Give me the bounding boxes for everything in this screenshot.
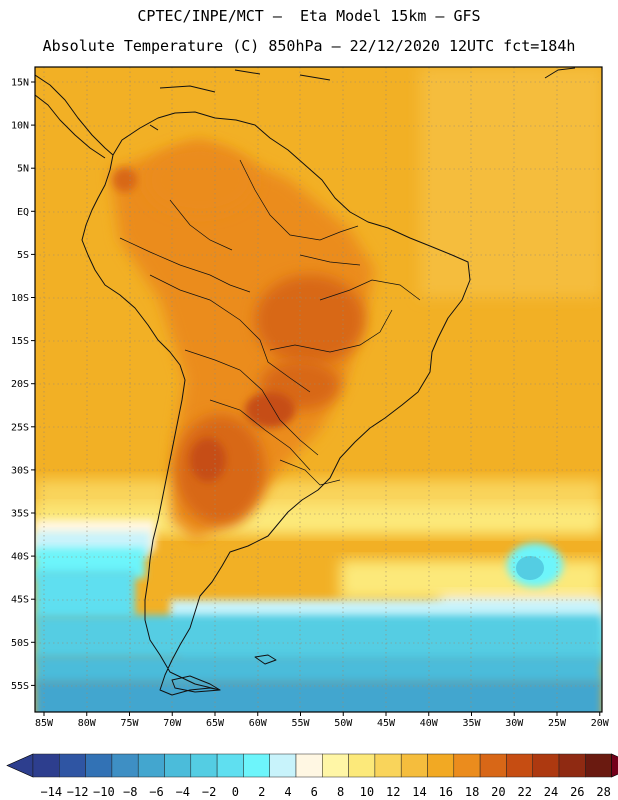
colorbar-label: 14	[412, 785, 426, 799]
lat-label: 10S	[11, 293, 29, 304]
colorbar-label: −12	[67, 785, 89, 799]
colorbar-swatch	[479, 753, 507, 778]
central-america-outline	[35, 74, 114, 159]
map-title: CPTEC/INPE/MCT – Eta Model 15km – GFS	[137, 7, 481, 25]
colorbar-swatch	[269, 753, 297, 778]
lat-label: 45S	[11, 595, 29, 606]
lon-label: 40W	[420, 718, 439, 729]
lon-label: 35W	[462, 718, 481, 729]
colorbar-label: 2	[258, 785, 265, 799]
temperature-field	[35, 67, 602, 712]
colorbar-swatch	[348, 753, 376, 778]
colorbar-swatch	[164, 753, 192, 778]
colorbar-swatch	[374, 753, 402, 778]
tierra-del-fuego	[171, 675, 221, 693]
colorbar-label: 8	[337, 785, 344, 799]
coastlines	[35, 67, 576, 696]
colorbar-swatch	[453, 753, 481, 778]
colorbar-label: 4	[284, 785, 291, 799]
longitude-axis: 85W 80W 75W 70W 65W 60W 55W 50W 45W 40W 35W 30W 25W 2…	[35, 712, 610, 729]
lon-label: 20W	[591, 718, 610, 729]
map-subtitle: Absolute Temperature (C) 850hPa – 22/12/…	[42, 37, 576, 55]
colorbar-swatch	[400, 753, 428, 778]
caribbean-islands	[149, 67, 576, 131]
colorbar-label: 22	[517, 785, 531, 799]
lat-label: EQ	[17, 207, 29, 218]
lat-label: 15S	[11, 336, 29, 347]
lon-label: 85W	[35, 718, 54, 729]
colorbar-label: −2	[202, 785, 216, 799]
colorbar-swatch	[111, 753, 139, 778]
lon-label: 45W	[377, 718, 396, 729]
colorbar-label: −14	[40, 785, 62, 799]
colorbar-swatch	[243, 753, 270, 778]
colorbar-swatch	[585, 753, 612, 778]
lat-label: 25S	[11, 422, 29, 433]
colorbar-high-arrow	[611, 753, 618, 778]
colorbar-low-arrow	[6, 753, 34, 778]
country-borders	[119, 159, 421, 486]
colorbar-label: −4	[176, 785, 190, 799]
map-frame	[34, 66, 603, 713]
graticule	[35, 67, 602, 712]
colorbar-swatch	[506, 753, 533, 778]
lat-label: 5N	[17, 164, 29, 175]
colorbar-swatch	[216, 753, 244, 778]
lat-label: 30S	[11, 465, 29, 476]
colorbar-label: 6	[311, 785, 318, 799]
colorbar-swatch	[137, 753, 165, 778]
lat-label: 40S	[11, 552, 29, 563]
colorbar-swatch	[322, 753, 349, 778]
colorbar-swatch	[85, 753, 113, 778]
colorbar-swatch	[59, 753, 86, 778]
lat-label: 20S	[11, 379, 29, 390]
lon-label: 80W	[78, 718, 97, 729]
colorbar-label: −6	[149, 785, 163, 799]
lon-label: 75W	[120, 718, 139, 729]
colorbar-swatch	[190, 753, 218, 778]
latitude-axis: 15N 10N 5N EQ 5S 10S 15S 20S 25S 30S 35S 40S 45S 50S 5…	[11, 78, 35, 692]
falklands	[254, 654, 277, 665]
colorbar-swatch	[295, 753, 323, 778]
colorbar-label: 24	[544, 785, 558, 799]
lon-label: 30W	[505, 718, 524, 729]
lon-label: 55W	[291, 718, 310, 729]
colorbar-label: 26	[570, 785, 584, 799]
colorbar-swatch	[558, 753, 586, 778]
colorbar-label: 12	[386, 785, 400, 799]
colorbar-label: 10	[360, 785, 374, 799]
colorbar-swatch	[32, 753, 60, 778]
colorbar-label: 18	[465, 785, 479, 799]
lat-label: 5S	[17, 250, 29, 261]
lon-label: 60W	[249, 718, 268, 729]
colorbar-label: −10	[93, 785, 115, 799]
colorbar-label: −8	[123, 785, 137, 799]
colorbar-label: 16	[439, 785, 453, 799]
colorbar-swatch	[427, 753, 455, 778]
colorbar-label: 20	[491, 785, 505, 799]
lat-label: 35S	[11, 509, 29, 520]
colorbar-label: 28	[596, 785, 610, 799]
lon-label: 65W	[206, 718, 225, 729]
lat-label: 15N	[11, 78, 29, 89]
south-america-outline	[81, 111, 471, 696]
lon-label: 50W	[334, 718, 353, 729]
temperature-colorbar: −14 −12 −10 −8 −6 −4 −2 0 2 4 6 8 10 12 14 16 18 20 22 24 26…	[6, 753, 618, 799]
lat-label: 10N	[11, 121, 29, 132]
colorbar-swatch	[532, 753, 560, 778]
lat-label: 55S	[11, 681, 29, 692]
lon-label: 70W	[163, 718, 182, 729]
lat-label: 50S	[11, 638, 29, 649]
colorbar-label: 0	[232, 785, 239, 799]
lon-label: 25W	[548, 718, 567, 729]
